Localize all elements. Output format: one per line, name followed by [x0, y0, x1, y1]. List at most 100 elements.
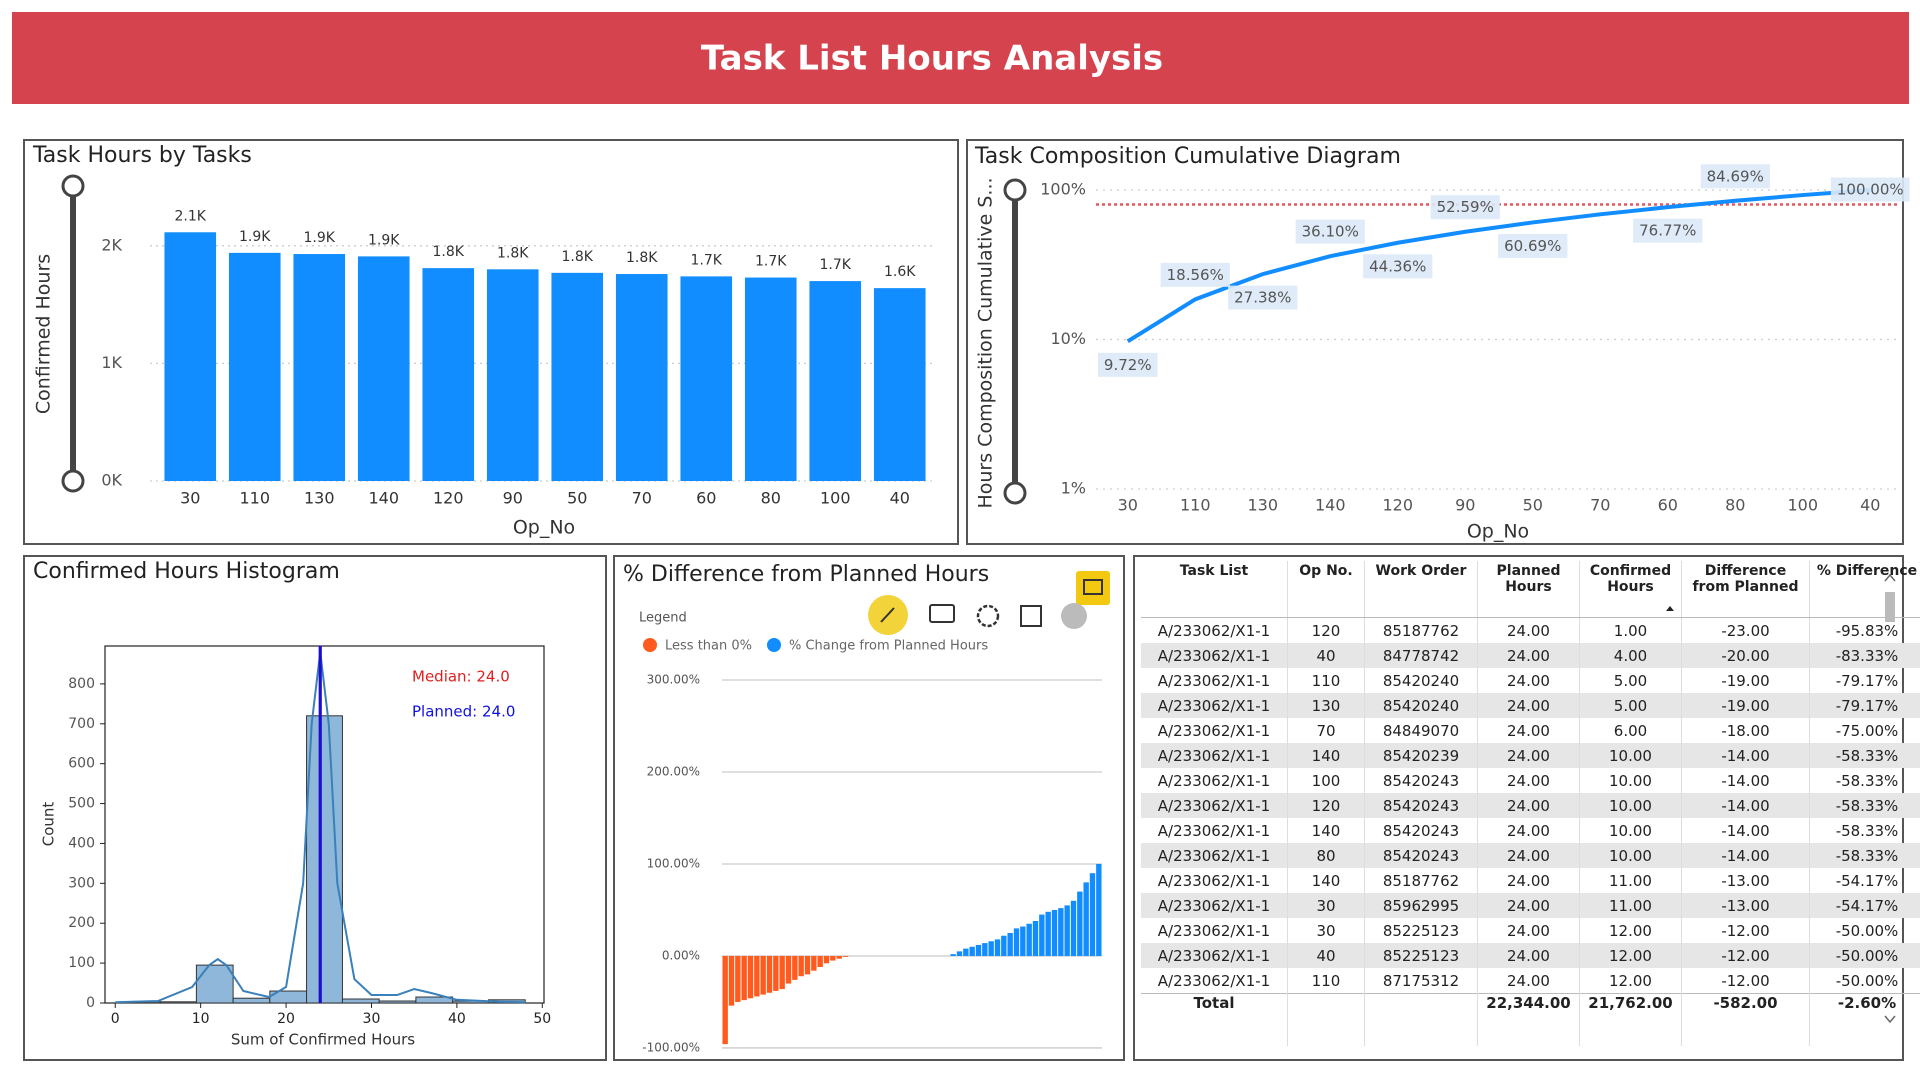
histogram-bar [341, 998, 380, 1004]
bar [680, 276, 733, 481]
table-cell: 12.00 [1579, 943, 1682, 968]
bar [722, 955, 728, 1045]
table-cell: 85420240 [1364, 668, 1478, 693]
data-label: 1.8K [497, 245, 529, 261]
bar [1083, 882, 1089, 956]
slider-handle[interactable] [61, 174, 85, 198]
table-cell: 11.00 [1579, 868, 1682, 893]
table-cell: 120 [1287, 617, 1365, 643]
table-cell: 85187762 [1364, 617, 1478, 643]
panel [966, 139, 1904, 545]
x-tick-label: 30 [1118, 496, 1138, 515]
table-cell: A/233062/X1-1 [1141, 818, 1288, 843]
table-cell: 140 [1287, 818, 1365, 843]
data-label: 1.7K [820, 257, 852, 273]
table-cell: A/233062/X1-1 [1141, 968, 1288, 994]
table-cell: 110 [1287, 968, 1365, 994]
table-cell: 85420243 [1364, 818, 1478, 843]
table-cell: 140 [1287, 743, 1365, 768]
legend-swatch [643, 638, 657, 652]
x-tick-label: 40 [1860, 496, 1880, 515]
table-cell: -13.00 [1681, 868, 1810, 893]
header-row: Task List Op No. Work Order Planned Hours Co… [1141, 561, 1920, 618]
toolbar-button[interactable] [1061, 603, 1087, 629]
table-cell: -50.00% [1809, 968, 1920, 994]
x-tick-label: 100 [1787, 496, 1818, 515]
data-label: 36.10% [1302, 223, 1359, 241]
y-tick-label: -100.00% [642, 1040, 700, 1054]
table-row: A/233062/X1-1 80 85420243 24.00 10.00 -14.00-… [1141, 843, 1920, 868]
table-cell: 24.00 [1477, 693, 1580, 718]
bar [1058, 908, 1064, 956]
table-cell: 85225123 [1364, 918, 1478, 943]
data-label: 18.56% [1167, 266, 1224, 284]
bar [830, 955, 836, 961]
x-tick-label: 60 [1658, 496, 1678, 515]
toolbar-button[interactable] [976, 604, 1000, 628]
table-cell: -50.00% [1809, 943, 1920, 968]
toolbar-button[interactable] [1076, 571, 1110, 605]
y-tick-label: 2K [101, 235, 122, 254]
table-cell: 24.00 [1477, 768, 1580, 793]
table-cell: 24.00 [1477, 743, 1580, 768]
data-label-bg [1830, 177, 1910, 202]
table-cell: -14.00 [1681, 793, 1810, 818]
x-axis-title: Op_No [1467, 521, 1529, 543]
slider-handle[interactable] [1003, 178, 1027, 202]
table-cell: 110 [1287, 668, 1365, 693]
legend-title: Legend [639, 611, 687, 626]
data-label-bg [1700, 164, 1770, 189]
slider-handle[interactable] [1003, 481, 1027, 505]
y-tick-label: 0.00% [662, 948, 700, 962]
table-row: A/233062/X1-1 100 85420243 24.00 10.00 -14.00… [1141, 768, 1920, 793]
x-tick-label: 130 [304, 489, 335, 508]
legend-label: % Change from Planned Hours [789, 639, 988, 654]
table-cell: -79.17% [1809, 693, 1920, 718]
bar [754, 955, 760, 997]
legend-swatch [767, 638, 781, 652]
table-cell: -13.00 [1681, 893, 1810, 918]
bar [1070, 900, 1077, 956]
slider-handle[interactable] [61, 469, 85, 493]
data-table: Task List Op No. Work Order Planned Hours Co… [1141, 561, 1920, 1046]
table-row: A/233062/X1-1 130 85420240 24.00 5.00 -19.00-… [1141, 693, 1920, 718]
header-bar [12, 12, 1909, 104]
table-cell: 85420239 [1364, 743, 1478, 768]
table-cell: 84849070 [1364, 718, 1478, 743]
table-cell: 10.00 [1579, 843, 1682, 868]
table-cell: 24.00 [1477, 868, 1580, 893]
data-label-bg [1295, 219, 1365, 244]
table-cell: 30 [1287, 918, 1365, 943]
range-slider[interactable] [1003, 178, 1027, 505]
table-cell: 24.00 [1477, 718, 1580, 743]
x-tick-label: 40 [890, 489, 910, 508]
table-cell: -58.33% [1809, 743, 1920, 768]
table-cell: 24.00 [1477, 968, 1580, 994]
table-cell: 24.00 [1477, 668, 1580, 693]
table-cell: 10.00 [1579, 793, 1682, 818]
table-cell: 30 [1287, 893, 1365, 918]
table-cell: 85225123 [1364, 943, 1478, 968]
bar [982, 943, 988, 956]
table-row: A/233062/X1-1 140 85420239 24.00 10.00 -14.00… [1141, 743, 1920, 768]
table-cell: 10.00 [1579, 743, 1682, 768]
bar [1077, 891, 1083, 956]
bar [293, 254, 346, 481]
bar [785, 955, 792, 984]
bar [760, 955, 766, 995]
bar [1032, 921, 1039, 956]
toolbar-button[interactable] [1020, 605, 1042, 627]
range-slider[interactable] [61, 174, 85, 493]
table-cell: 6.00 [1579, 718, 1682, 743]
table-cell: -75.00% [1809, 718, 1920, 743]
column-header: % Difference [1809, 561, 1920, 618]
data-label-bg [1097, 352, 1158, 377]
bar [798, 955, 804, 977]
bar [873, 288, 926, 481]
bar [779, 955, 785, 990]
y-tick-label: 100% [1040, 180, 1086, 199]
toolbar-button[interactable] [929, 604, 955, 623]
y-tick-label: 0K [101, 471, 122, 490]
table-cell: A/233062/X1-1 [1141, 843, 1288, 868]
